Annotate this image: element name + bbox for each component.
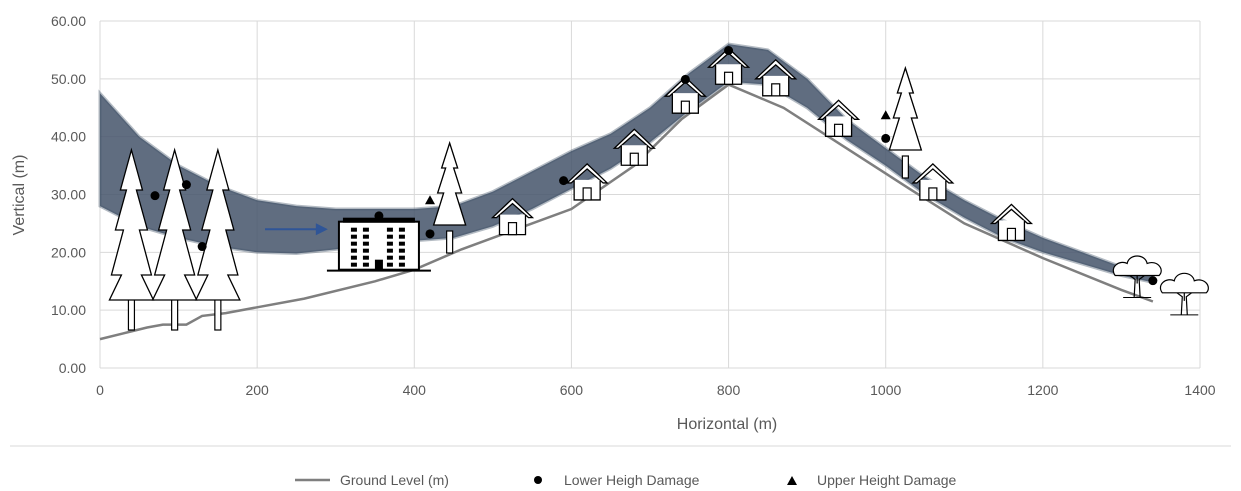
house-icon <box>612 128 656 166</box>
illustrations <box>108 47 1209 331</box>
conifer-tree-icon <box>108 147 155 331</box>
house-icon <box>911 163 955 201</box>
legend-lower-swatch <box>534 476 542 484</box>
y-tick-label: 10.00 <box>51 302 86 318</box>
deciduous-tree-icon <box>1112 255 1162 298</box>
legend-ground-label: Ground Level (m) <box>340 472 449 488</box>
y-tick-label: 30.00 <box>51 187 86 203</box>
upper-height-damage-point <box>880 110 891 120</box>
x-tick-label: 600 <box>560 382 584 398</box>
ground-level-line <box>99 83 1154 341</box>
lower-height-damage-point <box>881 133 891 143</box>
y-axis-title: Vertical (m) <box>11 155 28 236</box>
lower-height-damage-point <box>724 45 734 55</box>
y-tick-label: 50.00 <box>51 71 86 87</box>
conifer-tree-icon <box>151 147 198 331</box>
lower-height-damage-point <box>374 211 384 221</box>
lower-height-damage-point <box>680 74 690 84</box>
building-icon <box>326 217 431 272</box>
conifer-tree-icon <box>194 147 241 331</box>
x-axis-title: Horizontal (m) <box>677 416 777 433</box>
x-tick-label: 0 <box>96 382 104 398</box>
house-icon <box>754 58 798 97</box>
ground-level-series <box>99 83 1154 341</box>
upper-height-damage-point <box>425 195 435 205</box>
flow-direction-arrow <box>265 223 328 236</box>
conifer-tree-icon <box>888 65 923 179</box>
lower-height-damage-point <box>150 191 160 201</box>
y-tick-label: 20.00 <box>51 244 86 260</box>
x-tick-label: 200 <box>245 382 269 398</box>
lower-height-damage-point <box>197 242 207 252</box>
lower-height-damage-point <box>559 176 569 186</box>
house-icon <box>565 163 609 201</box>
x-tick-label: 1000 <box>870 382 901 398</box>
legend-upper-label: Upper Height Damage <box>817 472 957 488</box>
legend: Ground Level (m) Lower Heigh Damage Uppe… <box>295 472 957 488</box>
house-icon <box>663 76 707 114</box>
y-tick-label: 60.00 <box>51 13 86 29</box>
house-icon <box>490 197 535 236</box>
conifer-tree-icon <box>432 140 467 254</box>
gridlines <box>99 20 1201 369</box>
lower-height-damage-point <box>425 229 435 239</box>
lower-height-damage-point <box>1148 276 1158 286</box>
y-tick-label: 40.00 <box>51 129 86 145</box>
deciduous-tree-icon <box>1159 272 1209 316</box>
lower-height-damage-point <box>181 180 191 190</box>
house-icon <box>989 203 1034 242</box>
y-tick-labels: 0.00 10.00 20.00 30.00 40.00 50.00 60.00 <box>51 13 86 376</box>
y-tick-label: 0.00 <box>59 360 86 376</box>
x-tick-labels: 0 200 400 600 800 1000 1200 1400 <box>96 382 1216 398</box>
damage-markers <box>150 45 1158 286</box>
house-icon <box>816 99 861 137</box>
x-tick-label: 1400 <box>1184 382 1215 398</box>
x-tick-label: 800 <box>717 382 741 398</box>
legend-upper-swatch <box>787 476 797 485</box>
x-tick-label: 1200 <box>1027 382 1058 398</box>
legend-lower-label: Lower Heigh Damage <box>564 472 700 488</box>
x-tick-label: 400 <box>403 382 427 398</box>
